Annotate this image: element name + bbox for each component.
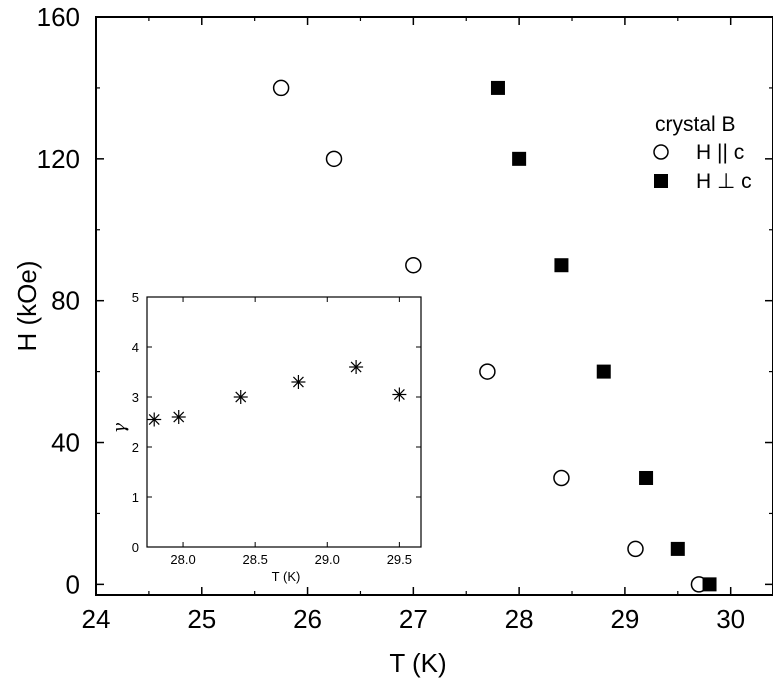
- data-point-h-parallel-c: [272, 79, 290, 97]
- legend-label-h-parallel-c: H || c: [696, 141, 744, 164]
- inset-y-tick-label: 1: [132, 490, 139, 505]
- inset-data-point: [233, 390, 248, 404]
- inset-y-axis-title: γ: [110, 422, 130, 433]
- inset-x-tick-label: 29.5: [387, 552, 412, 567]
- data-point-h-perp-c: [554, 258, 569, 273]
- main-data-points: [272, 79, 717, 593]
- x-tick-label: 26: [293, 604, 322, 634]
- inset-x-tick-label: 29.0: [315, 552, 340, 567]
- inset-y-tick-label: 3: [132, 390, 139, 405]
- y-tick-label: 120: [37, 144, 80, 174]
- data-point-h-parallel-c: [479, 363, 496, 380]
- inset-data-point: [392, 387, 407, 402]
- inset-data-point: [291, 375, 306, 389]
- inset-y-tick-label: 0: [132, 540, 139, 555]
- y-tick-label: 40: [51, 428, 80, 458]
- x-axis-title: T (K): [389, 648, 446, 678]
- legend-label-h-perp-c: H ⊥ c: [696, 170, 752, 193]
- data-point-h-perp-c: [596, 364, 611, 379]
- inset-x-tick-label: 28.5: [243, 552, 268, 567]
- inset-data-point: [171, 410, 186, 424]
- legend: crystal B H || c H ⊥ c: [653, 113, 752, 193]
- data-point-h-perp-c: [670, 541, 685, 556]
- x-tick-label: 28: [505, 604, 534, 634]
- inset-y-tick-label: 5: [132, 290, 139, 305]
- legend-marker-h-perp-c: [654, 174, 668, 188]
- x-tick-label: 29: [610, 604, 639, 634]
- data-point-h-parallel-c: [325, 150, 343, 168]
- data-point-h-parallel-c: [553, 469, 570, 487]
- legend-title: crystal B: [655, 113, 736, 136]
- y-tick-label: 80: [51, 286, 80, 316]
- inset-axis-ticks: 28.0 28.5 29.0 29.5 0 1 2 3 4 5: [132, 290, 421, 567]
- data-point-h-perp-c: [702, 577, 717, 592]
- y-tick-label: 0: [66, 569, 80, 599]
- x-tick-label: 30: [716, 604, 745, 634]
- data-point-h-perp-c: [490, 80, 505, 95]
- data-point-h-perp-c: [639, 470, 654, 485]
- inset-data-points: [147, 360, 407, 427]
- y-tick-label: 160: [37, 2, 80, 32]
- inset-y-tick-label: 2: [132, 440, 139, 455]
- inset-data-point: [349, 360, 364, 374]
- x-tick-label: 24: [82, 604, 111, 634]
- data-point-h-parallel-c: [627, 540, 644, 558]
- inset-plot: 28.0 28.5 29.0 29.5 0 1 2 3 4 5 T (K) γ: [110, 290, 422, 584]
- inset-background: [147, 297, 421, 547]
- inset-data-point: [147, 412, 162, 427]
- legend-marker-h-parallel-c: [653, 144, 669, 160]
- x-tick-label: 25: [187, 604, 216, 634]
- inset-y-tick-label: 4: [132, 340, 139, 355]
- inset-frame: [146, 296, 422, 548]
- inset-x-tick-label: 28.0: [170, 552, 195, 567]
- main-plot-frame: [95, 16, 773, 596]
- inset-x-axis-title: T (K): [272, 569, 301, 584]
- data-point-h-parallel-c: [405, 256, 422, 274]
- y-axis-title: H (kOe): [12, 261, 42, 352]
- data-point-h-perp-c: [512, 151, 527, 166]
- x-tick-label: 27: [399, 604, 428, 634]
